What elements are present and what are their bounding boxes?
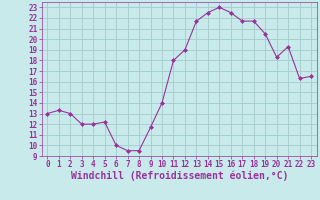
X-axis label: Windchill (Refroidissement éolien,°C): Windchill (Refroidissement éolien,°C) xyxy=(70,171,288,181)
